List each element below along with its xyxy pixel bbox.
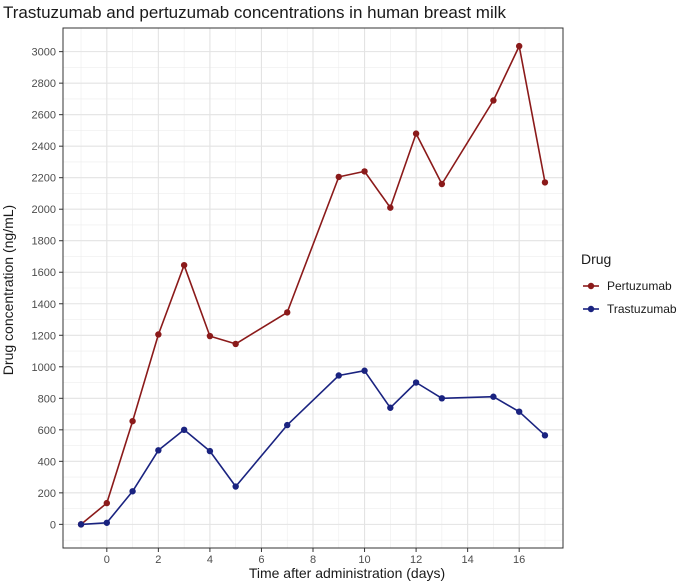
y-tick-label: 400 (38, 456, 56, 468)
data-point-trastuzumab (335, 372, 342, 379)
x-tick-label: 14 (462, 554, 474, 566)
data-point-pertuzumab (103, 499, 111, 507)
x-tick-label: 10 (358, 554, 370, 566)
x-tick-label: 12 (410, 554, 422, 566)
data-point-pertuzumab (412, 130, 420, 137)
data-point-pertuzumab (284, 309, 291, 316)
y-tick-label: 2000 (32, 204, 56, 216)
x-tick-label: 16 (513, 554, 525, 566)
data-point-trastuzumab (515, 408, 523, 415)
data-point-trastuzumab (232, 483, 239, 490)
legend-title: Drug (581, 251, 611, 267)
x-tick-label: 6 (258, 554, 264, 566)
major-gridlines (63, 28, 563, 548)
y-tick-label: 600 (38, 425, 56, 437)
legend-marker-trastuzumab (587, 305, 595, 313)
y-tick-label: 1200 (32, 330, 56, 342)
y-tick-label: 0 (50, 519, 56, 531)
data-point-pertuzumab (129, 417, 136, 425)
data-point-trastuzumab (387, 404, 394, 411)
data-point-pertuzumab (232, 340, 239, 348)
data-point-trastuzumab (129, 488, 136, 495)
data-point-pertuzumab (515, 42, 523, 50)
y-tick-label: 1400 (32, 299, 56, 311)
data-point-pertuzumab (335, 173, 342, 181)
data-point-trastuzumab (180, 426, 188, 434)
x-axis-title: Time after administration (days) (249, 565, 445, 581)
data-point-pertuzumab (361, 168, 368, 175)
y-tick-label: 2600 (32, 110, 56, 122)
y-tick-label: 800 (38, 393, 56, 405)
y-axis: 0 200 400 600 800 1000 1200 1400 1600 1800 2000 220… (32, 47, 63, 531)
x-tick-label: 4 (207, 554, 213, 566)
legend-label-pertuzumab: Pertuzumab (607, 279, 672, 293)
data-point-trastuzumab (361, 367, 368, 374)
data-point-pertuzumab (387, 204, 394, 211)
chart-title: Trastuzumab and pertuzumab concentration… (3, 3, 507, 22)
data-point-trastuzumab (412, 379, 420, 386)
x-tick-label: 8 (310, 554, 316, 566)
y-tick-label: 2400 (32, 141, 56, 153)
y-tick-label: 2200 (32, 173, 56, 185)
x-tick-label: 0 (104, 554, 110, 566)
data-point-pertuzumab (541, 179, 549, 186)
y-tick-label: 200 (38, 488, 56, 500)
data-point-pertuzumab (206, 332, 214, 340)
y-tick-label: 1800 (32, 236, 56, 248)
data-point-trastuzumab (155, 447, 162, 454)
series-line-pertuzumab (80, 45, 546, 526)
series-layer (77, 42, 549, 528)
y-tick-label: 1600 (32, 267, 56, 279)
y-tick-label: 3000 (32, 47, 56, 59)
data-point-trastuzumab (206, 447, 214, 455)
data-point-trastuzumab (284, 421, 291, 429)
data-point-trastuzumab (77, 521, 85, 528)
data-point-pertuzumab (490, 97, 497, 104)
legend-marker-pertuzumab (587, 282, 595, 290)
y-tick-label: 2800 (32, 78, 56, 90)
data-point-trastuzumab (541, 432, 549, 439)
data-point-pertuzumab (438, 180, 446, 188)
x-axis: 0 2 4 6 8 10 12 14 16 (104, 548, 525, 566)
data-point-trastuzumab (490, 393, 497, 400)
legend: Drug Pertuzumab Trastuzumab (581, 251, 677, 316)
data-point-trastuzumab (103, 519, 111, 526)
data-point-trastuzumab (438, 395, 446, 402)
y-tick-label: 1000 (32, 362, 56, 374)
legend-label-trastuzumab: Trastuzumab (607, 302, 677, 316)
series-line-trastuzumab (80, 369, 546, 526)
data-point-pertuzumab (155, 331, 162, 338)
y-axis-title: Drug concentration (ng/mL) (0, 205, 16, 375)
x-tick-label: 2 (155, 554, 161, 566)
data-point-pertuzumab (180, 261, 188, 269)
